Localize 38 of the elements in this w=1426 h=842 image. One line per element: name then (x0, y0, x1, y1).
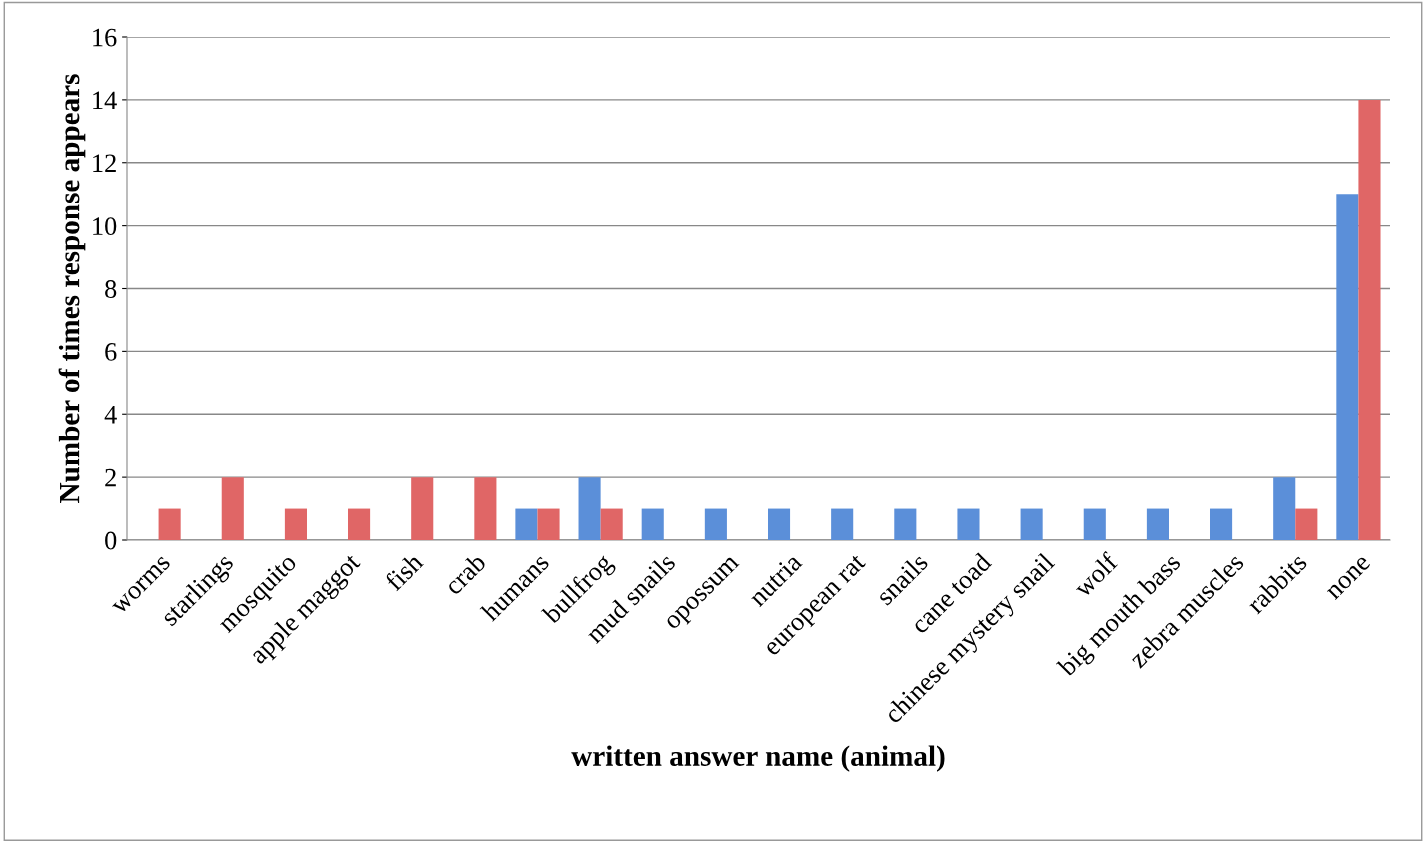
y-tick-label: 12 (93, 154, 116, 172)
bar (537, 508, 560, 540)
bar (1273, 477, 1296, 540)
x-axis-title: written answer name (animal) (571, 745, 945, 772)
bar (158, 508, 181, 540)
y-tick-label: 6 (105, 343, 117, 361)
bar (1336, 194, 1359, 540)
bar (1358, 99, 1381, 540)
bar (1020, 508, 1043, 540)
bar (1083, 508, 1106, 540)
bar (957, 508, 980, 540)
bar (894, 508, 917, 540)
bar (1295, 508, 1318, 540)
y-tick-label: 16 (93, 28, 117, 47)
bar (411, 477, 434, 540)
bar (767, 508, 791, 540)
x-tick-label: none (1326, 555, 1371, 601)
x-tick-label: fish (383, 551, 425, 592)
y-axis-title: Number of times response appears (58, 74, 86, 503)
bar (831, 508, 854, 540)
y-tick-label: 14 (93, 91, 117, 110)
y-tick-label: 4 (104, 406, 117, 424)
y-tick-label: 0 (105, 531, 117, 550)
bar (284, 508, 307, 540)
bar (348, 508, 371, 540)
x-tick-label: wolf (1071, 550, 1119, 599)
y-tick-label: 10 (93, 217, 117, 236)
bar (1210, 508, 1233, 540)
bar (474, 477, 497, 540)
bar (704, 508, 727, 540)
y-tick-label: 2 (105, 468, 116, 487)
bar (221, 477, 244, 540)
bar (600, 508, 623, 540)
bar (641, 508, 664, 540)
bar (515, 508, 538, 540)
bar (1146, 508, 1169, 540)
y-tick-label: 8 (105, 280, 117, 298)
bar (578, 477, 601, 540)
